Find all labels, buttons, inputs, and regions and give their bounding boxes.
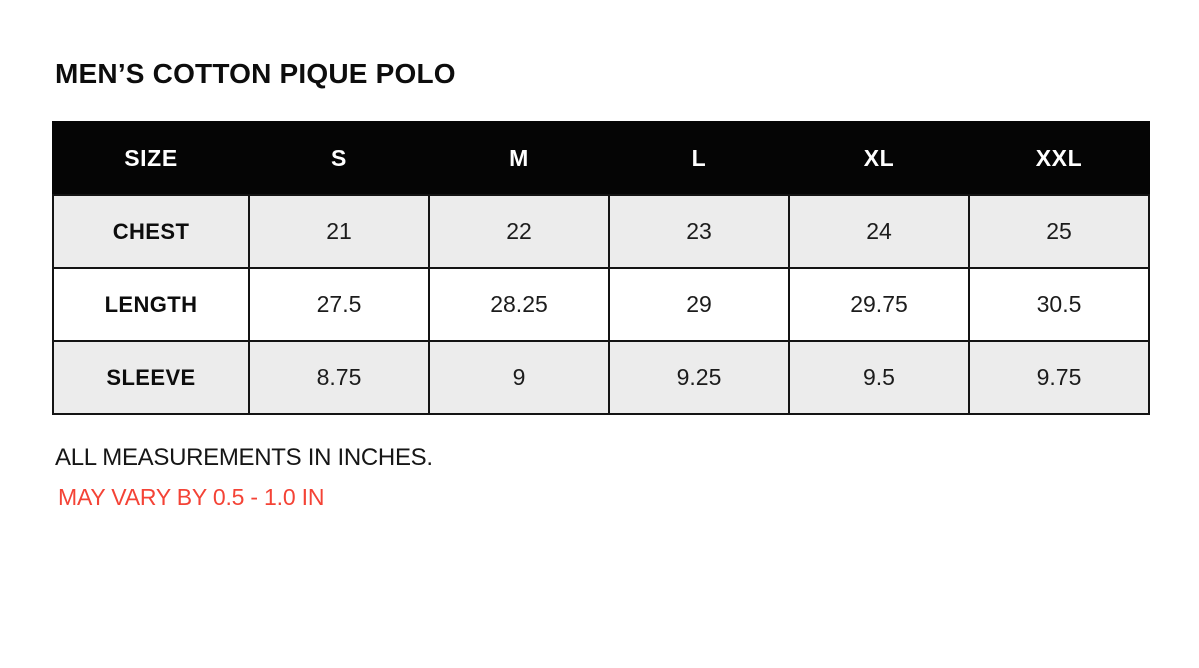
size-table: SIZE S M L XL XXL CHEST 21 22 23 24 25 L…	[52, 121, 1150, 415]
row-label-sleeve: SLEEVE	[52, 340, 250, 415]
sleeve-value-xl: 9.5	[788, 340, 970, 415]
table-row-chest: CHEST 21 22 23 24 25	[52, 194, 1150, 269]
length-value-l: 29	[608, 267, 790, 342]
header-cell-s: S	[248, 121, 430, 196]
variance-disclaimer: MAY VARY BY 0.5 - 1.0 IN	[58, 484, 325, 510]
sleeve-value-s: 8.75	[248, 340, 430, 415]
table-header-row: SIZE S M L XL XXL	[52, 121, 1150, 196]
length-value-xxl: 30.5	[968, 267, 1150, 342]
header-cell-size: SIZE	[52, 121, 250, 196]
chest-value-xxl: 25	[968, 194, 1150, 269]
header-cell-xxl: XXL	[968, 121, 1150, 196]
header-cell-m: M	[428, 121, 610, 196]
length-value-s: 27.5	[248, 267, 430, 342]
page-title: MEN’S COTTON PIQUE POLO	[55, 58, 456, 89]
header-cell-l: L	[608, 121, 790, 196]
header-cell-xl: XL	[788, 121, 970, 196]
chest-value-l: 23	[608, 194, 790, 269]
chest-value-m: 22	[428, 194, 610, 269]
sleeve-value-m: 9	[428, 340, 610, 415]
row-label-length: LENGTH	[52, 267, 250, 342]
measurements-note: ALL MEASUREMENTS IN INCHES.	[55, 444, 433, 471]
chest-value-s: 21	[248, 194, 430, 269]
chest-value-xl: 24	[788, 194, 970, 269]
table-row-sleeve: SLEEVE 8.75 9 9.25 9.5 9.75	[52, 340, 1150, 415]
sleeve-value-l: 9.25	[608, 340, 790, 415]
length-value-xl: 29.75	[788, 267, 970, 342]
table-row-length: LENGTH 27.5 28.25 29 29.75 30.5	[52, 267, 1150, 342]
length-value-m: 28.25	[428, 267, 610, 342]
sleeve-value-xxl: 9.75	[968, 340, 1150, 415]
row-label-chest: CHEST	[52, 194, 250, 269]
